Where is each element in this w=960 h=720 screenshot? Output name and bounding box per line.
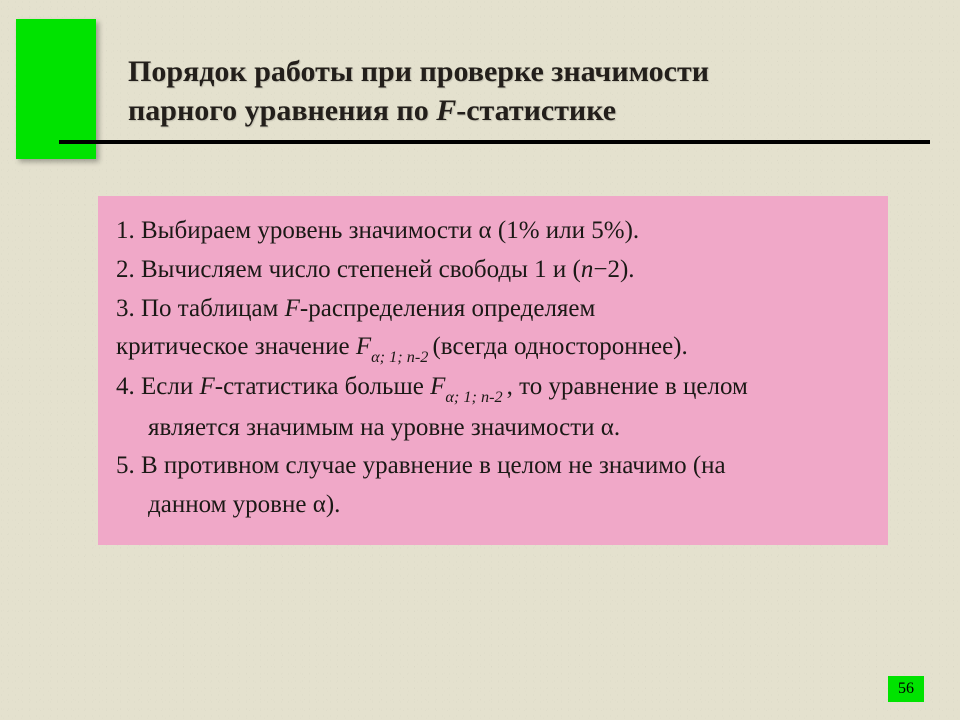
horizontal-rule <box>59 140 930 144</box>
slide-title: Порядок работы при проверке значимости п… <box>128 52 910 130</box>
step3b-post: (всегда одностороннее). <box>432 333 687 360</box>
step5b-post: ). <box>326 491 341 518</box>
alpha-symbol-2: α <box>601 414 614 441</box>
step3b-sub: α; 1; n-2 <box>371 348 432 366</box>
step1-pre: 1. Выбираем уровень значимости <box>116 217 479 244</box>
step4-post: , то уравнение в целом <box>507 373 748 400</box>
step4b-post: . <box>614 414 620 441</box>
title-line-1: Порядок работы при проверке значимости <box>128 55 709 88</box>
step-1: 1. Выбираем уровень значимости α (1% или… <box>116 212 870 251</box>
step3-pre: 3. По таблицам <box>116 295 285 322</box>
step3b-F: F <box>356 333 371 360</box>
step4-pre: 4. Если <box>116 373 199 400</box>
step-5b: данном уровне α). <box>116 486 870 525</box>
title-line-2-pre: парного уравнения по <box>128 94 436 127</box>
minus-sign: − <box>593 256 607 283</box>
step-4b: является значимым на уровне значимости α… <box>116 409 870 448</box>
step3-post: -распределения определяем <box>300 295 595 322</box>
step2-n: n <box>581 256 594 283</box>
step1-post: (1% или 5%). <box>492 217 640 244</box>
step5-text: 5. В противном случае уравнение в целом … <box>116 452 726 479</box>
step3-F: F <box>285 295 300 322</box>
step-3: 3. По таблицам F-распределения определяе… <box>116 290 870 329</box>
step4-F2: F <box>430 373 445 400</box>
accent-block <box>16 19 96 159</box>
title-line-2-post: -статистике <box>456 94 616 127</box>
step2-post: 2). <box>607 256 634 283</box>
step4-mid: -статистика больше <box>215 373 430 400</box>
content-box: 1. Выбираем уровень значимости α (1% или… <box>98 196 888 545</box>
step2-pre: 2. Вычисляем число степеней свободы 1 и … <box>116 256 581 283</box>
title-F: F <box>436 94 456 127</box>
step-4: 4. Если F-статистика больше Fα; 1; n-2 ,… <box>116 368 870 408</box>
step4-sub: α; 1; n-2 <box>445 388 506 406</box>
step5b-pre: данном уровне <box>148 491 313 518</box>
page-number-value: 56 <box>898 680 914 697</box>
alpha-symbol-3: α <box>313 491 326 518</box>
page-number: 56 <box>888 676 924 702</box>
step-3b: критическое значение Fα; 1; n-2 (всегда … <box>116 328 870 368</box>
step-2: 2. Вычисляем число степеней свободы 1 и … <box>116 251 870 290</box>
step4b-pre: является значимым на уровне значимости <box>148 414 601 441</box>
alpha-symbol: α <box>479 217 492 244</box>
step-5: 5. В противном случае уравнение в целом … <box>116 447 870 486</box>
step3b-pre: критическое значение <box>116 333 356 360</box>
step4-F1: F <box>199 373 214 400</box>
